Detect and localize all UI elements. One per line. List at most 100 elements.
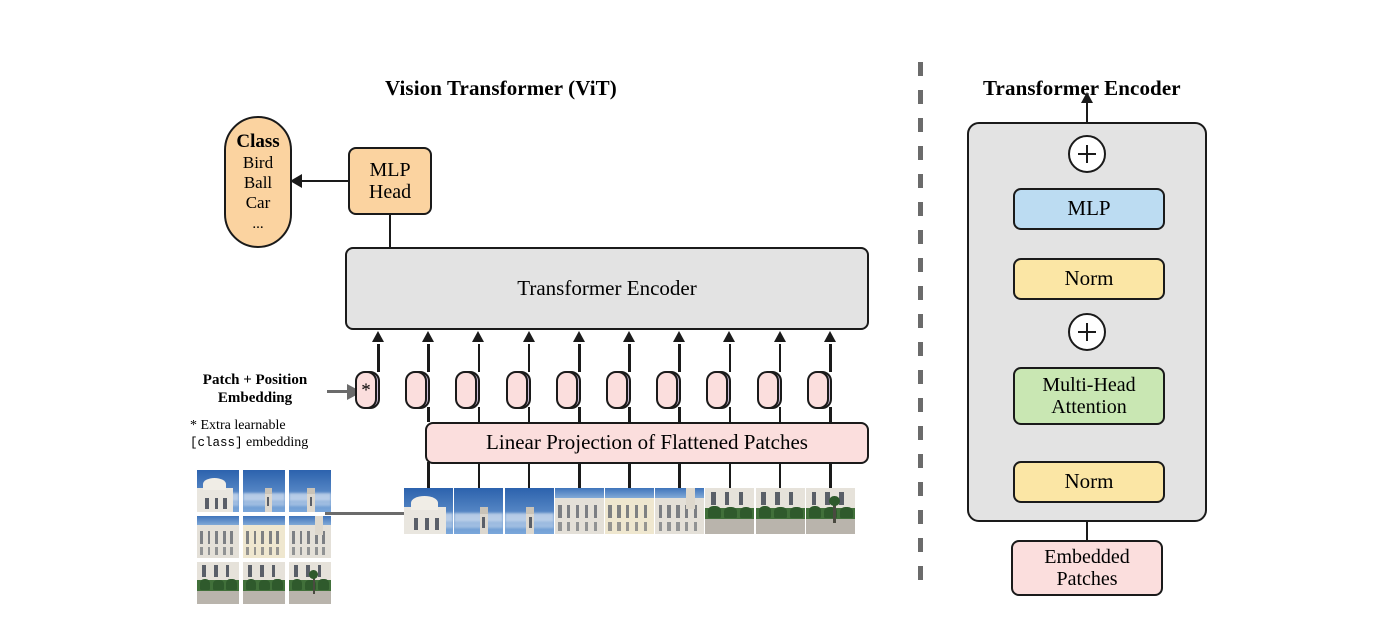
token-8[interactable]: 8 [756, 371, 782, 409]
source-image-patch-1 [243, 470, 285, 512]
token-to-encoder-line-5 [628, 344, 631, 372]
patch-window [693, 504, 698, 519]
projection-to-patch-line-4 [578, 462, 581, 488]
patch-cloud [243, 501, 285, 507]
token-to-encoder-arrowhead-5 [623, 331, 635, 342]
patch-window [299, 547, 303, 556]
patch-plaza [805, 519, 855, 534]
token-to-encoder-arrowhead-3 [522, 331, 535, 342]
patch-window [294, 565, 298, 578]
token-patch-embedding-4 [555, 371, 578, 409]
source-image-patch-6 [197, 562, 239, 604]
patch-window [667, 522, 671, 532]
token-7[interactable]: 7 [706, 371, 732, 409]
patch-bush [824, 507, 838, 519]
token-1[interactable]: 1 [405, 371, 431, 409]
token-patch-embedding-6 [656, 371, 679, 409]
mlp-to-class-arrowhead [290, 174, 302, 188]
linear-projection-label: Linear Projection of Flattened Patches [486, 430, 808, 455]
projection-to-patch-line-9 [829, 462, 832, 488]
patch-window [761, 491, 766, 505]
token-2[interactable]: 2 [455, 371, 481, 409]
patch-cloud [454, 522, 504, 528]
patch-lamppost [312, 572, 315, 594]
patch-plaza [197, 590, 239, 604]
patch-window [567, 522, 571, 532]
flattened-patch-2 [454, 488, 504, 534]
patch-window [268, 547, 272, 556]
source-image-patch-5 [289, 516, 331, 558]
patch-window [317, 565, 322, 578]
patch-window [584, 522, 589, 532]
patch-window [593, 504, 597, 519]
patch-tree [309, 569, 318, 579]
patch-window [788, 491, 794, 505]
token-to-encoder-arrowhead-8 [773, 331, 786, 342]
patch-tower [685, 488, 696, 510]
patch-window [215, 547, 218, 556]
patch-window [617, 504, 621, 519]
source-image-patch-7 [243, 562, 285, 604]
token-3[interactable]: 3 [505, 371, 531, 409]
patch-window [711, 491, 716, 505]
class-box-heading: Class [236, 131, 280, 152]
patch-window [199, 547, 203, 556]
patch-tower-cap [526, 507, 535, 514]
token-to-encoder-line-1 [427, 344, 430, 372]
patch-window [593, 522, 597, 532]
token-patch-embedding-8 [756, 371, 779, 409]
patch-window [724, 491, 730, 505]
token-to-projection-line-1 [427, 407, 430, 422]
patch-position-embedding-label: Patch + Position Embedding [188, 372, 322, 407]
token-to-projection-line-4 [578, 407, 581, 422]
token-to-projection-line-6 [678, 407, 681, 422]
mlp-head-box: MLP Head [348, 147, 432, 215]
footnote-mono-class: [class] [190, 435, 243, 450]
token-to-encoder-line-2 [477, 344, 481, 372]
patch-window [223, 497, 228, 509]
projection-to-patch-line-7 [728, 462, 732, 488]
token-9[interactable]: 9 [806, 371, 832, 409]
embedded-patches-line2: Patches [1056, 568, 1118, 590]
patch-bush [758, 506, 772, 519]
token-4[interactable]: 4 [555, 371, 581, 409]
token-patch-embedding-2 [455, 371, 478, 409]
patch-bush [291, 578, 303, 590]
patch-tower [315, 516, 324, 536]
patch-window [259, 565, 264, 578]
mlp-to-class-line [300, 179, 350, 183]
token-0[interactable]: 0* [355, 371, 380, 409]
patch-dome [411, 496, 439, 511]
patch-sky [454, 488, 504, 534]
token-to-projection-line-8 [778, 407, 782, 422]
class-token-footnote: * Extra learnable [class] embedding [190, 418, 308, 451]
patch-window [225, 565, 230, 578]
token-to-encoder-arrowhead-4 [572, 331, 585, 342]
class-item-bird: Bird [242, 153, 274, 173]
embedded-patches-line1: Embedded [1044, 545, 1130, 568]
token-patch-embedding-3 [505, 371, 528, 409]
left-panel-title: Vision Transformer (ViT) [385, 76, 617, 100]
transformer-encoder-label: Transformer Encoder [517, 275, 697, 300]
token-6[interactable]: 6 [656, 371, 682, 409]
mlp-head-line1: MLP [369, 158, 411, 181]
patch-sky [605, 488, 654, 500]
panel-divider [918, 62, 923, 592]
flattened-patch-1 [404, 488, 454, 534]
norm-top-block: Norm [1013, 258, 1165, 300]
patch-plaza [289, 590, 331, 604]
source-image-patch-4 [243, 516, 285, 558]
patch-window [215, 531, 218, 544]
patch-window [253, 531, 257, 544]
patch-window [413, 518, 419, 531]
flattened-patch-5 [605, 488, 654, 534]
mha-line2: Attention [1051, 396, 1127, 418]
residual-add-bottom [1068, 313, 1106, 351]
patch-window [276, 547, 280, 556]
token-5[interactable]: 5 [606, 371, 631, 409]
token-to-encoder-arrowhead-2 [472, 331, 485, 342]
flattened-patch-4 [554, 488, 604, 534]
patch-window [291, 531, 295, 544]
token-patch-embedding-9 [806, 371, 829, 409]
patch-window [230, 547, 234, 556]
